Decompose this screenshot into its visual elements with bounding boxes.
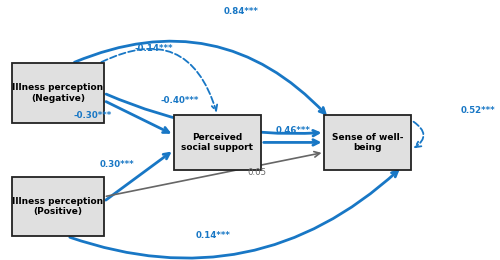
Text: -0.14***: -0.14*** (135, 44, 173, 53)
Text: 0.30***: 0.30*** (99, 160, 134, 169)
FancyBboxPatch shape (174, 115, 261, 170)
Text: Illness perception
(Negative): Illness perception (Negative) (12, 83, 104, 103)
FancyBboxPatch shape (324, 115, 411, 170)
Text: 0.52***: 0.52*** (460, 106, 495, 115)
Text: Sense of well-
being: Sense of well- being (332, 133, 404, 152)
Text: 0.84***: 0.84*** (224, 7, 258, 16)
Text: -0.40***: -0.40*** (160, 96, 199, 105)
Text: Perceived
social support: Perceived social support (182, 133, 254, 152)
Text: -0.30***: -0.30*** (74, 111, 112, 120)
Text: 0.14***: 0.14*** (196, 231, 230, 240)
FancyBboxPatch shape (12, 177, 104, 236)
Text: Illness perception
(Positive): Illness perception (Positive) (12, 197, 104, 216)
Text: 0.05: 0.05 (248, 167, 267, 177)
FancyBboxPatch shape (12, 63, 104, 123)
Text: 0.46***: 0.46*** (275, 126, 310, 134)
